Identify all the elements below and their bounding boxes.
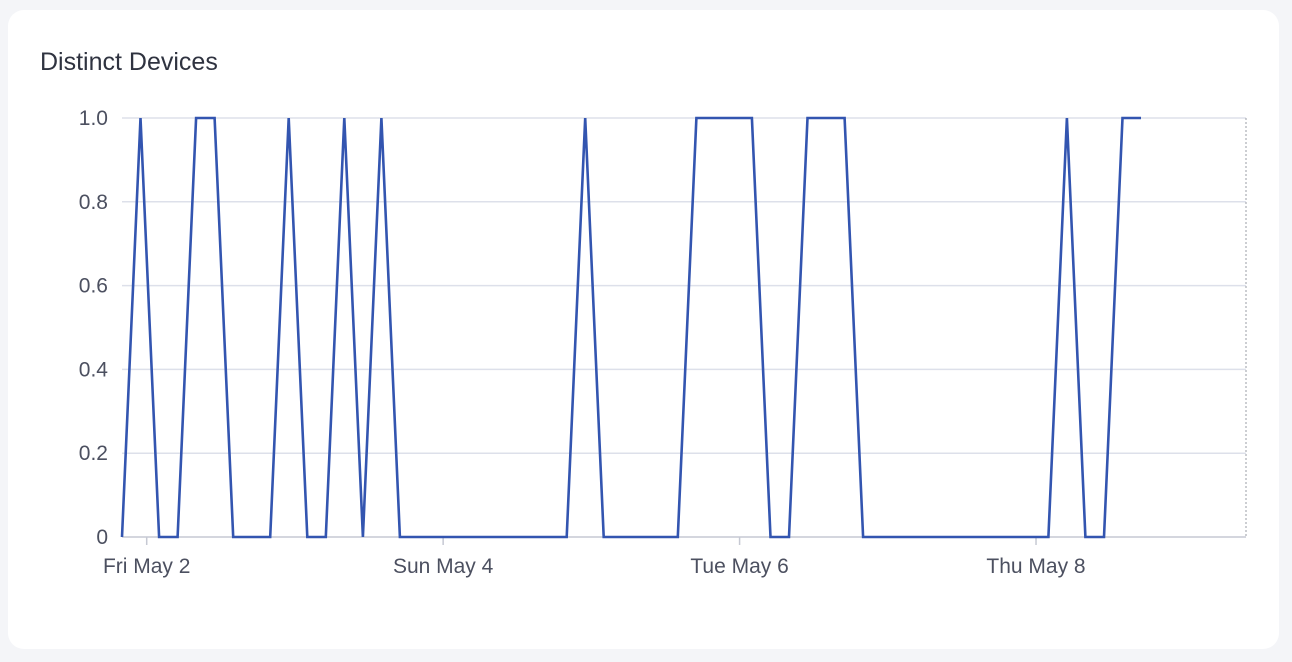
chart-title: Distinct Devices [40,48,218,76]
x-tick-label: Thu May 8 [986,555,1085,578]
x-tick-label: Fri May 2 [103,555,191,578]
chart-card [8,10,1279,649]
y-tick-label: 0.6 [79,275,108,298]
series-line [120,116,1141,539]
x-tick-label: Sun May 4 [393,555,494,578]
y-tick-label: 0.2 [79,442,108,465]
y-tick-label: 0.8 [79,191,108,214]
x-tick-label: Tue May 6 [690,555,788,578]
y-tick-label: 0.4 [79,358,109,381]
y-tick-label: 1.0 [79,107,108,130]
y-tick-label: 0 [96,526,108,549]
